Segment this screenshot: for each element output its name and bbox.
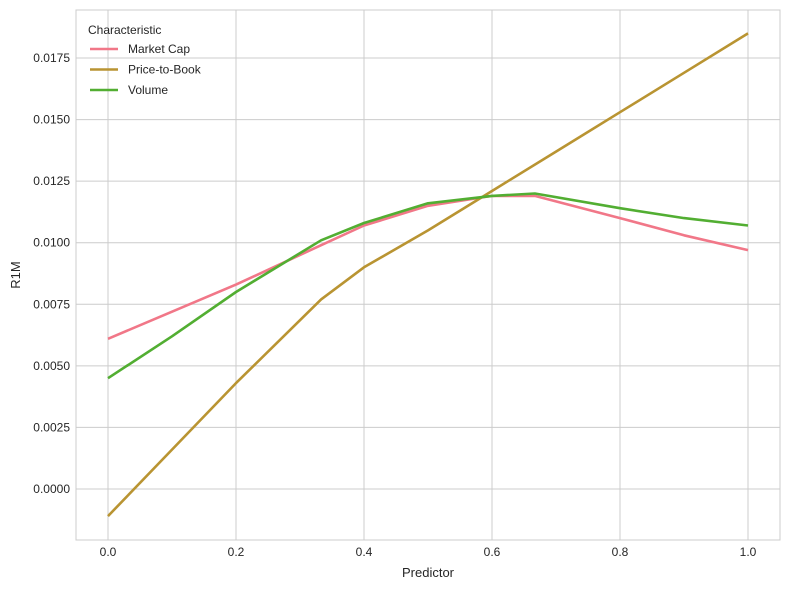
y-tick-label: 0.0100 — [33, 236, 70, 250]
x-tick-label: 0.0 — [100, 545, 117, 559]
x-tick-label: 1.0 — [740, 545, 757, 559]
y-axis-label: R1M — [8, 261, 23, 288]
y-tick-label: 0.0025 — [33, 420, 70, 434]
legend: Characteristic Market Cap Price-to-Book Vo… — [88, 23, 202, 97]
x-tick-label: 0.4 — [356, 545, 373, 559]
y-tick-label: 0.0175 — [33, 51, 70, 65]
grid — [76, 10, 780, 540]
y-tick-label: 0.0125 — [33, 174, 70, 188]
y-tick-label: 0.0050 — [33, 359, 70, 373]
plot-area — [75, 9, 781, 541]
x-axis-label: Predictor — [402, 565, 455, 580]
legend-item-label: Price-to-Book — [128, 63, 202, 77]
legend-title: Characteristic — [88, 23, 161, 37]
series-line-price-to-book — [107, 32, 749, 518]
x-tick-label: 0.8 — [612, 545, 629, 559]
legend-item-label: Volume — [128, 83, 168, 97]
x-tick-label: 0.2 — [228, 545, 245, 559]
x-tick-label: 0.6 — [484, 545, 501, 559]
series-line-market-cap — [107, 194, 749, 340]
x-axis-ticks: 0.0 0.2 0.4 0.6 0.8 1.0 — [100, 545, 757, 559]
y-axis-ticks: 0.0000 0.0025 0.0050 0.0075 0.0100 0.0125 0.01… — [33, 51, 70, 496]
legend-item-label: Market Cap — [128, 42, 190, 56]
series-lines — [107, 32, 749, 518]
series-line-volume — [107, 192, 749, 380]
y-tick-label: 0.0075 — [33, 297, 70, 311]
y-tick-label: 0.0000 — [33, 482, 70, 496]
y-tick-label: 0.0150 — [33, 113, 70, 127]
